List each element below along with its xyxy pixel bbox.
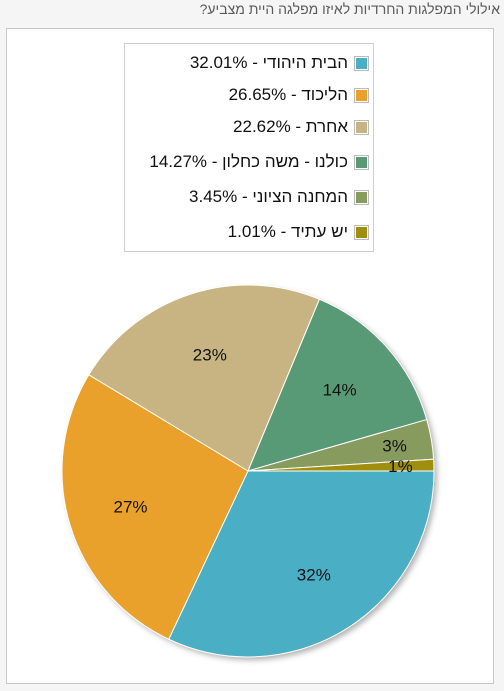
pie-slice[interactable] [247, 458, 435, 472]
legend-label: הבית היהודי - 32.01% [189, 53, 348, 72]
legend-label: הליכוד - 26.65% [228, 85, 348, 104]
pie-data-label: 14% [323, 380, 357, 399]
legend-item-machane-tzioni[interactable]: המחנה הציוני - 3.45% [189, 187, 369, 207]
legend-label: אחרת - 22.62% [233, 117, 348, 136]
legend-item-bayit-yehudi[interactable]: הבית היהודי - 32.01% [189, 53, 369, 73]
legend-swatch [354, 87, 369, 103]
pie-slices [61, 284, 435, 658]
legend-swatch [354, 55, 369, 71]
legend-item-kulanu[interactable]: כולנו - משה כחלון - 14.27% [149, 152, 369, 172]
legend-label: כולנו - משה כחלון - 14.27% [149, 152, 348, 171]
legend-swatch [354, 154, 369, 170]
legend: הבית היהודי - 32.01% הליכוד - 26.65% אחר… [124, 43, 374, 252]
pie-data-label: 32% [297, 566, 331, 585]
pie-slice[interactable] [61, 374, 249, 640]
pie-slice[interactable] [247, 298, 428, 472]
legend-item-likud[interactable]: הליכוד - 26.65% [228, 85, 369, 105]
pie-data-label: 27% [113, 498, 147, 517]
legend-label: המחנה הציוני - 3.45% [189, 187, 348, 206]
legend-swatch [354, 119, 369, 135]
pie-slice[interactable] [168, 470, 435, 658]
legend-swatch [354, 189, 369, 205]
legend-item-yesh-atid[interactable]: יש עתיד - 1.01% [227, 222, 369, 242]
pie-slice[interactable] [88, 284, 321, 472]
legend-label: יש עתיד - 1.01% [227, 222, 348, 241]
chart-title: אילולי המפלגות החרדיות לאיזו מפלגה היית … [199, 1, 500, 17]
pie-data-label: 1% [388, 457, 413, 476]
pie-data-label: 3% [382, 437, 407, 456]
legend-item-other[interactable]: אחרת - 22.62% [233, 117, 369, 137]
legend-swatch [354, 224, 369, 240]
pie-data-labels: 32% 27% 23% 14% 3%1% [113, 345, 412, 584]
pie-data-label: 23% [193, 345, 227, 364]
